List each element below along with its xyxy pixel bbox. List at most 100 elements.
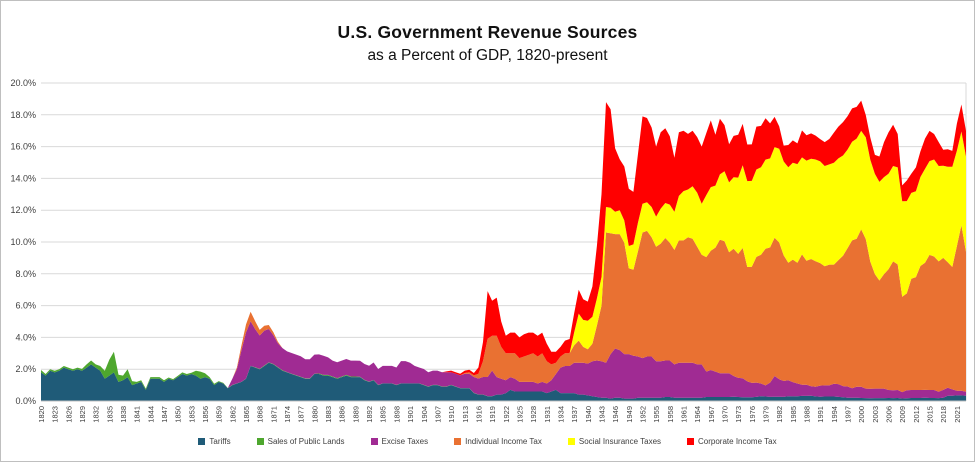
y-tick-label: 4.0% — [15, 332, 36, 342]
y-tick-label: 8.0% — [15, 269, 36, 279]
x-tick-label: 1991 — [816, 406, 825, 423]
x-tick-label: 1820 — [37, 406, 46, 423]
legend-swatch-icon — [454, 438, 462, 445]
x-tick-label: 1847 — [160, 406, 169, 423]
area-series-social-insurance-taxes — [41, 130, 966, 389]
x-tick-label: 1883 — [324, 406, 333, 423]
x-tick-label: 1937 — [570, 406, 579, 423]
chart-subtitle: as a Percent of GDP, 1820-present — [367, 47, 608, 64]
x-tick-label: 1997 — [844, 406, 853, 423]
x-tick-label: 1988 — [803, 406, 812, 423]
legend-item-tariffs: Tariffs — [198, 437, 231, 446]
legend-swatch-icon — [256, 438, 264, 445]
x-tick-label: 1943 — [597, 406, 606, 423]
chart-legend: Tariffs Sales of Public Lands Excise Taxes… — [1, 437, 974, 446]
x-tick-label: 1922 — [502, 406, 511, 423]
x-tick-label: 1868 — [256, 406, 265, 423]
x-tick-label: 1970 — [720, 406, 729, 423]
x-tick-label: 1904 — [420, 406, 429, 423]
x-tick-label: 2018 — [939, 406, 948, 423]
x-tick-label: 1871 — [269, 406, 278, 423]
legend-swatch-icon — [567, 438, 575, 445]
legend-label: Tariffs — [209, 437, 231, 446]
x-tick-label: 1838 — [119, 406, 128, 423]
x-tick-label: 1967 — [707, 406, 716, 423]
x-tick-label: 2003 — [871, 406, 880, 423]
legend-swatch-icon — [687, 438, 695, 445]
x-tick-label: 1964 — [693, 406, 702, 423]
x-tick-label: 1910 — [447, 406, 456, 423]
y-tick-label: 16.0% — [10, 142, 36, 152]
y-tick-label: 0.0% — [15, 396, 36, 406]
legend-item-social-insurance-taxes: Social Insurance Taxes — [567, 437, 662, 446]
x-tick-label: 1892 — [365, 406, 374, 423]
legend-item-individual-income-tax: Individual Income Tax — [454, 437, 542, 446]
x-tick-label: 1844 — [146, 406, 155, 423]
chart-title: U.S. Government Revenue Sources — [337, 22, 638, 42]
x-tick-label: 1955 — [652, 406, 661, 423]
legend-label: Sales of Public Lands — [267, 437, 345, 446]
x-tick-label: 1862 — [228, 406, 237, 423]
area-series-excise-taxes — [41, 321, 966, 399]
y-tick-label: 14.0% — [10, 173, 36, 183]
x-tick-label: 1913 — [461, 406, 470, 423]
legend-item-excise-taxes: Excise Taxes — [370, 437, 429, 446]
x-tick-label: 1859 — [215, 406, 224, 423]
x-tick-label: 1985 — [789, 406, 798, 423]
x-tick-label: 1994 — [830, 406, 839, 423]
x-tick-label: 1841 — [133, 406, 142, 423]
x-tick-label: 1877 — [297, 406, 306, 423]
x-tick-label: 1850 — [174, 406, 183, 423]
legend-swatch-icon — [198, 438, 206, 445]
x-tick-label: 1940 — [584, 406, 593, 423]
legend-item-sales-of-public-lands: Sales of Public Lands — [256, 437, 345, 446]
y-tick-label: 12.0% — [10, 205, 36, 215]
x-tick-label: 1976 — [748, 406, 757, 423]
area-series-individual-income-tax — [41, 225, 966, 393]
y-tick-label: 10.0% — [10, 237, 36, 247]
x-tick-label: 1880 — [310, 406, 319, 423]
y-tick-label: 2.0% — [15, 364, 36, 374]
x-tick-label: 1907 — [433, 406, 442, 423]
x-tick-label: 1916 — [474, 406, 483, 423]
legend-item-corporate-income-tax: Corporate Income Tax — [687, 437, 777, 446]
x-tick-label: 1832 — [92, 406, 101, 423]
legend-label: Social Insurance Taxes — [578, 437, 662, 446]
x-tick-label: 1835 — [105, 406, 114, 423]
x-tick-label: 1823 — [51, 406, 60, 423]
legend-label: Corporate Income Tax — [698, 437, 777, 446]
x-tick-label: 1853 — [187, 406, 196, 423]
legend-swatch-icon — [370, 438, 378, 445]
x-tick-label: 2009 — [898, 406, 907, 423]
x-tick-label: 1829 — [78, 406, 87, 423]
x-tick-label: 1925 — [515, 406, 524, 423]
x-tick-label: 1886 — [338, 406, 347, 423]
x-tick-label: 1919 — [488, 406, 497, 423]
x-tick-label: 1826 — [64, 406, 73, 423]
x-tick-label: 1928 — [529, 406, 538, 423]
x-tick-label: 2015 — [926, 406, 935, 423]
legend-label: Excise Taxes — [381, 437, 429, 446]
x-tick-label: 1856 — [201, 406, 210, 423]
x-tick-label: 1931 — [543, 406, 552, 423]
x-tick-label: 1973 — [734, 406, 743, 423]
x-tick-label: 1958 — [666, 406, 675, 423]
area-series-tariffs — [41, 362, 966, 401]
y-tick-label: 6.0% — [15, 301, 36, 311]
x-tick-label: 1961 — [679, 406, 688, 423]
x-tick-label: 1982 — [775, 406, 784, 423]
area-series-corporate-income-tax — [41, 100, 966, 389]
x-tick-label: 1865 — [242, 406, 251, 423]
x-tick-label: 1895 — [379, 406, 388, 423]
x-tick-label: 1949 — [625, 406, 634, 423]
x-tick-label: 1934 — [556, 406, 565, 423]
x-tick-label: 2021 — [953, 406, 962, 423]
x-tick-label: 1874 — [283, 406, 292, 423]
legend-label: Individual Income Tax — [465, 437, 542, 446]
x-tick-label: 1946 — [611, 406, 620, 423]
x-tick-label: 2012 — [912, 406, 921, 423]
y-tick-label: 18.0% — [10, 110, 36, 120]
x-tick-label: 1898 — [392, 406, 401, 423]
